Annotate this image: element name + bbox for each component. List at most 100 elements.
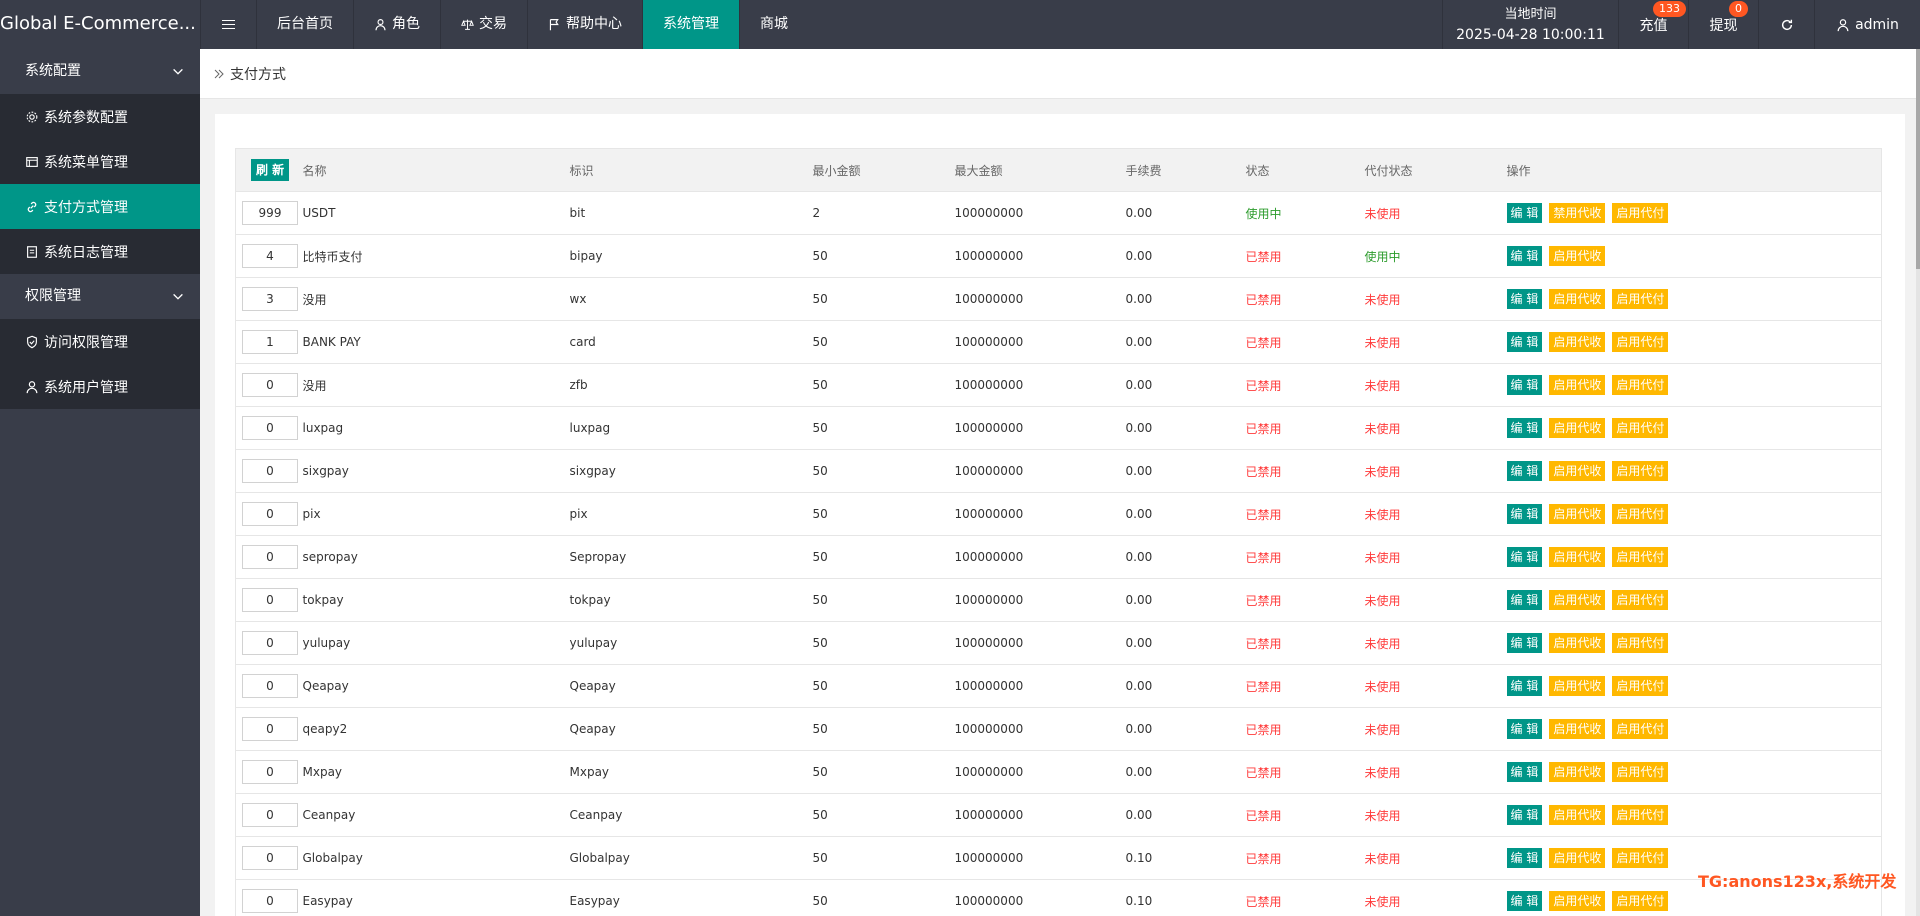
menu-toggle-button[interactable] [200,0,256,49]
fee-cell: 0.00 [1125,320,1246,364]
payout-toggle-button[interactable]: 启用代付 [1612,891,1669,912]
user-menu[interactable]: admin [1814,0,1920,49]
page-scrollbar[interactable] [1916,49,1920,916]
gear-icon [26,111,38,122]
sort-input[interactable]: 0 [242,545,298,569]
sort-input[interactable]: 0 [242,803,298,827]
nav-trade[interactable]: 交易 [440,0,527,49]
sort-input[interactable]: 0 [242,674,298,698]
edit-button[interactable]: 编 辑 [1506,203,1543,223]
collection-toggle-button[interactable]: 启用代收 [1549,590,1606,610]
edit-button[interactable]: 编 辑 [1506,848,1543,868]
payout-toggle-button[interactable]: 启用代付 [1612,418,1669,438]
edit-button[interactable]: 编 辑 [1506,504,1543,524]
collection-toggle-button[interactable]: 启用代收 [1549,289,1606,309]
sidebar-item-menu-manage[interactable]: 系统菜单管理 [0,139,200,184]
edit-button[interactable]: 编 辑 [1506,676,1543,696]
sidebar-item-payment-methods[interactable]: 支付方式管理 [0,184,200,229]
recharge-button[interactable]: 充值 133 [1618,0,1688,49]
collection-toggle-button[interactable]: 启用代收 [1549,418,1606,438]
collection-toggle-button[interactable]: 启用代收 [1549,246,1606,266]
edit-button[interactable]: 编 辑 [1506,805,1543,825]
payout-toggle-button[interactable]: 启用代付 [1612,289,1669,309]
edit-button[interactable]: 编 辑 [1506,590,1543,610]
collection-toggle-button[interactable]: 启用代收 [1549,762,1606,782]
payout-toggle-button[interactable]: 启用代付 [1612,848,1669,868]
sort-input[interactable]: 0 [242,588,298,612]
sidebar-item-system-params[interactable]: 系统参数配置 [0,94,200,139]
collection-toggle-button[interactable]: 启用代收 [1549,805,1606,825]
scrollbar-thumb[interactable] [1916,49,1920,269]
payout-toggle-button[interactable]: 启用代付 [1612,203,1669,223]
sort-input[interactable]: 0 [242,889,298,914]
sort-input[interactable]: 0 [242,760,298,784]
payout-toggle-button[interactable]: 启用代付 [1612,547,1669,567]
payout-toggle-button[interactable]: 启用代付 [1612,805,1669,825]
collection-toggle-button[interactable]: 启用代收 [1549,461,1606,481]
payout-toggle-button[interactable]: 启用代付 [1612,461,1669,481]
edit-button[interactable]: 编 辑 [1506,461,1543,481]
sort-input[interactable]: 0 [242,373,298,397]
sort-input[interactable]: 1 [242,330,298,354]
sidebar-item-system-logs[interactable]: 系统日志管理 [0,229,200,274]
sort-input[interactable]: 0 [242,416,298,440]
nav-home[interactable]: 后台首页 [256,0,353,49]
payout-toggle-button[interactable]: 启用代付 [1612,590,1669,610]
max-amount-cell: 100000000 [954,320,1126,364]
sidebar-group-label: 系统配置 [25,63,81,79]
edit-button[interactable]: 编 辑 [1506,633,1543,653]
collection-toggle-button[interactable]: 启用代收 [1549,676,1606,696]
nav-roles[interactable]: 角色 [353,0,440,49]
code-cell: bipay [569,234,813,278]
sort-input[interactable]: 0 [242,846,298,870]
edit-button[interactable]: 编 辑 [1506,547,1543,567]
collection-toggle-button[interactable]: 禁用代收 [1549,203,1606,223]
withdraw-button[interactable]: 提现 0 [1688,0,1758,49]
collection-toggle-button[interactable]: 启用代收 [1549,891,1606,912]
edit-button[interactable]: 编 辑 [1506,375,1543,395]
payout-toggle-button[interactable]: 启用代付 [1612,762,1669,782]
payout-toggle-button[interactable]: 启用代付 [1612,633,1669,653]
collection-toggle-button[interactable]: 启用代收 [1549,375,1606,395]
payout-toggle-button[interactable]: 启用代付 [1612,676,1669,696]
status-cell: 已禁用 [1245,750,1365,794]
min-amount-cell: 50 [812,879,955,916]
edit-button[interactable]: 编 辑 [1506,246,1543,266]
nav-system[interactable]: 系统管理 [642,0,739,49]
edit-button[interactable]: 编 辑 [1506,719,1543,739]
sort-input[interactable]: 4 [242,244,298,268]
edit-button[interactable]: 编 辑 [1506,332,1543,352]
sidebar-group-permissions[interactable]: 权限管理 [0,274,200,319]
refresh-page-button[interactable] [1758,0,1814,49]
table-refresh-button[interactable]: 刷 新 [251,159,290,181]
nav-mall[interactable]: 商城 [739,0,808,49]
collection-toggle-button[interactable]: 启用代收 [1549,848,1606,868]
table-row: 0 Qeapay Qeapay 50 100000000 0.00 已禁用 未使用编 辑启用代… [235,664,1882,708]
sidebar-group-system-config[interactable]: 系统配置 [0,49,200,94]
sort-input[interactable]: 0 [242,717,298,741]
min-amount-cell: 50 [812,234,955,278]
sidebar-item-access-permissions[interactable]: 访问权限管理 [0,319,200,364]
sort-input[interactable]: 0 [242,631,298,655]
collection-toggle-button[interactable]: 启用代收 [1549,719,1606,739]
collection-toggle-button[interactable]: 启用代收 [1549,504,1606,524]
sort-input[interactable]: 0 [242,459,298,483]
payout-toggle-button[interactable]: 启用代付 [1612,719,1669,739]
collection-toggle-button[interactable]: 启用代收 [1549,547,1606,567]
edit-button[interactable]: 编 辑 [1506,418,1543,438]
sort-input[interactable]: 0 [242,502,298,526]
edit-button[interactable]: 编 辑 [1506,289,1543,309]
payout-toggle-button[interactable]: 启用代付 [1612,375,1669,395]
payout-toggle-button[interactable]: 启用代付 [1612,504,1669,524]
nav-help[interactable]: 帮助中心 [527,0,642,49]
sort-cell: 0 [235,664,303,708]
edit-button[interactable]: 编 辑 [1506,891,1543,912]
collection-toggle-button[interactable]: 启用代收 [1549,332,1606,352]
collection-toggle-button[interactable]: 启用代收 [1549,633,1606,653]
payout-toggle-button[interactable]: 启用代付 [1612,332,1669,352]
payout-status-cell: 未使用 [1364,492,1507,536]
edit-button[interactable]: 编 辑 [1506,762,1543,782]
sort-input[interactable]: 999 [242,201,298,225]
sort-input[interactable]: 3 [242,287,298,311]
sidebar-item-system-users[interactable]: 系统用户管理 [0,364,200,409]
